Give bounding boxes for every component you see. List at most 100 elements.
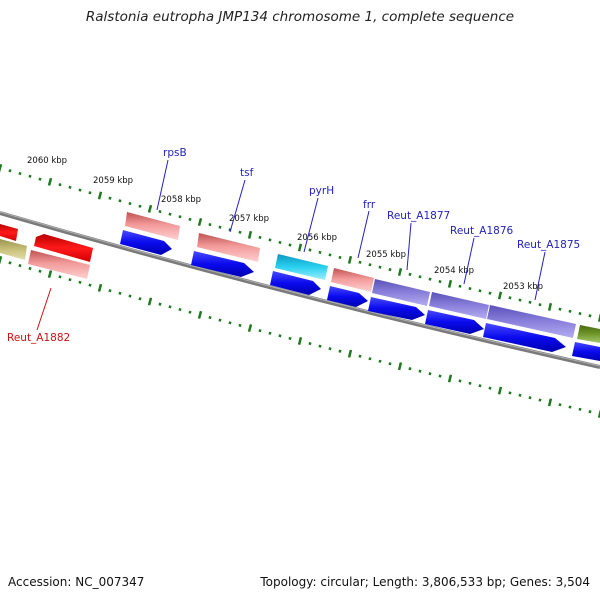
gene-label-a1875[interactable]: Reut_A1875 [517, 239, 580, 251]
tick-label-2056: 2056 kbp [297, 233, 337, 243]
feature-pink-frr [331, 268, 374, 292]
tick-label-2060: 2060 kbp [27, 156, 67, 166]
chromosome-backbone-highlight [0, 211, 600, 367]
inner-ruler-minor-tick [478, 384, 482, 388]
outer-ruler-minor-tick [358, 260, 362, 264]
inner-ruler-minor-tick [418, 369, 422, 373]
outer-ruler-major-tick [547, 302, 553, 311]
inner-ruler-minor-tick [18, 264, 22, 268]
leader-tsf [229, 179, 246, 233]
outer-ruler-minor-tick [18, 172, 22, 176]
outer-ruler-minor-tick [428, 277, 432, 281]
leader-rpsb [156, 159, 169, 211]
inner-ruler-minor-tick [88, 283, 92, 287]
outer-ruler-minor-tick [368, 263, 372, 267]
feature-red-left-b [34, 234, 93, 262]
cds-arrow-6 [425, 310, 484, 334]
map-title: Ralstonia eutropha JMP134 chromosome 1, … [85, 9, 515, 25]
outer-ruler-minor-tick [438, 280, 442, 284]
tick-label-2058: 2058 kbp [161, 195, 201, 205]
gene-label-rpsb[interactable]: rpsB [163, 147, 187, 159]
outer-ruler-major-tick [447, 279, 453, 288]
outer-ruler-minor-tick [178, 215, 182, 219]
outer-ruler-minor-tick [418, 275, 422, 279]
outer-ruler-minor-tick [228, 228, 232, 232]
inner-ruler-minor-tick [188, 310, 192, 314]
outer-ruler-minor-tick [118, 199, 122, 203]
inner-ruler-minor-tick [78, 280, 82, 284]
gene-label-pyrh[interactable]: pyrH [309, 185, 334, 197]
inner-ruler-major-tick [597, 410, 600, 418]
outer-ruler-minor-tick [258, 235, 262, 239]
outer-ruler-minor-tick [478, 289, 482, 293]
outer-ruler-minor-tick [158, 210, 162, 214]
outer-ruler-minor-tick [268, 238, 272, 242]
outer-ruler-minor-tick [188, 217, 192, 221]
inner-ruler-minor-tick [68, 278, 72, 282]
gene-label-a1877[interactable]: Reut_A1877 [387, 210, 450, 222]
inner-ruler-major-tick [197, 310, 203, 319]
outer-ruler-minor-tick [108, 196, 112, 200]
cds-arrow-1 [120, 230, 172, 255]
feature-pink-tsf [197, 233, 260, 262]
inner-ruler-major-tick [0, 256, 3, 265]
outer-ruler-major-tick [47, 177, 53, 186]
tick-label-2057: 2057 kbp [229, 214, 269, 224]
feature-red-left-a [0, 224, 18, 241]
cds-arrow-3 [270, 271, 321, 295]
outer-ruler-minor-tick [68, 185, 72, 189]
inner-ruler-minor-tick [208, 316, 212, 320]
leader-frr [357, 210, 370, 259]
outer-ruler-minor-tick [458, 284, 462, 288]
tick-label-2054: 2054 kbp [434, 266, 474, 276]
gene-label-a1876[interactable]: Reut_A1876 [450, 225, 514, 237]
outer-ruler-minor-tick [378, 265, 382, 269]
chromosome-backbone [0, 211, 600, 369]
outer-ruler [0, 164, 600, 322]
inner-ruler-minor-tick [158, 302, 162, 306]
feature-pink-rpsb [125, 212, 180, 240]
feature-purple-a1877 [372, 279, 430, 306]
feature-olive-right [577, 325, 600, 343]
inner-ruler-minor-tick [558, 403, 562, 407]
inner-ruler-minor-tick [578, 407, 582, 411]
outer-ruler-minor-tick [278, 240, 282, 244]
inner-ruler-major-tick [47, 270, 53, 279]
inner-ruler-minor-tick [58, 275, 62, 279]
inner-strand-features [120, 230, 600, 361]
inner-ruler-minor-tick [28, 266, 32, 271]
inner-ruler-major-tick [547, 398, 553, 407]
inner-ruler-minor-tick [218, 318, 222, 322]
outer-ruler-minor-tick [388, 268, 392, 272]
outer-ruler-minor-tick [288, 243, 292, 247]
inner-ruler-minor-tick [258, 329, 262, 333]
feature-khaki-left [0, 239, 27, 260]
outer-ruler-minor-tick [8, 169, 12, 173]
cds-arrow-4 [327, 286, 368, 307]
inner-ruler-minor-tick [538, 398, 542, 402]
inner-ruler-minor-tick [238, 323, 242, 327]
outer-ruler-minor-tick [578, 312, 582, 316]
inner-ruler-major-tick [97, 283, 103, 292]
inner-ruler-minor-tick [318, 344, 322, 348]
outer-ruler-major-tick [597, 314, 600, 322]
inner-ruler-major-tick [447, 374, 453, 383]
outer-ruler-major-tick [497, 291, 503, 300]
outer-ruler-minor-tick [138, 204, 142, 208]
outer-ruler-minor-tick [538, 303, 542, 307]
gene-label-frr[interactable]: frr [363, 199, 376, 211]
inner-ruler-minor-tick [588, 410, 592, 414]
inner-ruler-minor-tick [338, 349, 342, 353]
leader-pyrh [303, 197, 319, 253]
outer-ruler-minor-tick [328, 253, 332, 257]
gene-label-a1882[interactable]: Reut_A1882 [7, 332, 70, 344]
outer-ruler-major-tick [247, 230, 253, 239]
accession-text: Accession: NC_007347 [8, 575, 145, 589]
inner-ruler [0, 256, 600, 418]
leader-a1882 [36, 287, 52, 331]
gene-label-tsf[interactable]: tsf [240, 167, 254, 179]
outer-ruler-minor-tick [208, 223, 212, 227]
feature-pink-a1882 [28, 250, 90, 279]
inner-ruler-minor-tick [228, 321, 232, 325]
